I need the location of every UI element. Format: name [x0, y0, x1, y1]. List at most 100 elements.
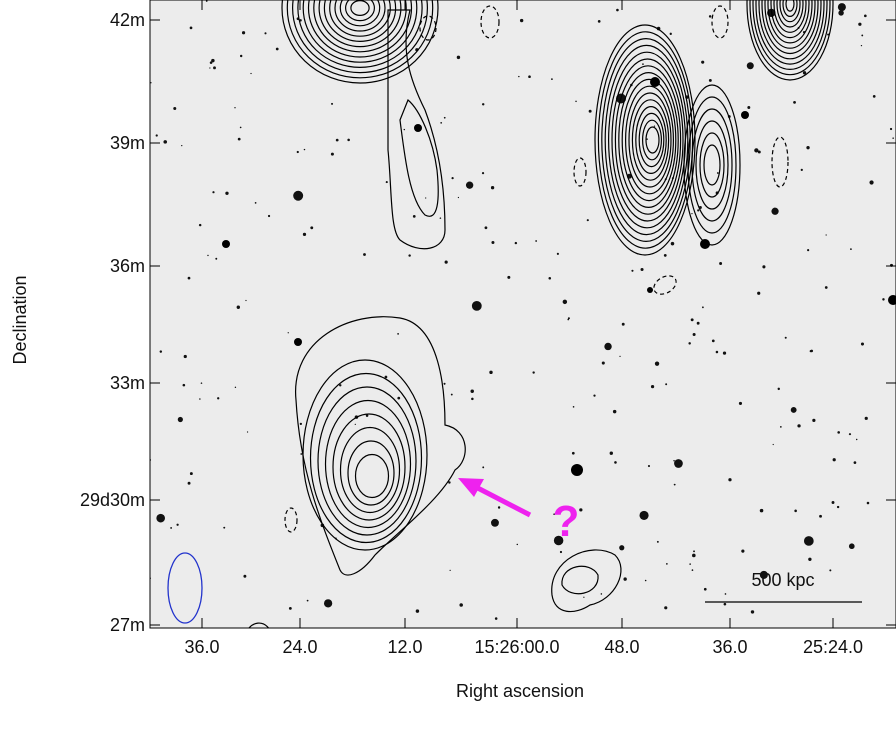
contour: [313, 0, 407, 53]
star: [759, 570, 768, 579]
star: [339, 384, 342, 387]
star: [722, 351, 727, 355]
arrow: [468, 481, 532, 518]
star: [408, 254, 411, 257]
star: [647, 464, 651, 468]
star: [199, 398, 201, 400]
star: [293, 190, 304, 201]
star: [691, 569, 694, 571]
contour: [621, 78, 677, 202]
x-tick-label: 12.0: [387, 637, 422, 657]
contour: [631, 99, 670, 181]
arrow-head: [458, 478, 484, 497]
star: [674, 459, 683, 468]
star: [481, 172, 485, 175]
contour: [764, 0, 816, 49]
contour: [332, 413, 406, 521]
star: [412, 215, 416, 218]
star: [790, 407, 797, 413]
star: [784, 336, 787, 339]
star: [639, 510, 649, 520]
star: [415, 609, 420, 613]
star: [217, 397, 220, 400]
contour: [248, 622, 270, 628]
star: [654, 361, 660, 366]
star: [572, 406, 575, 408]
star: [514, 241, 518, 245]
star: [222, 240, 230, 248]
star: [741, 111, 749, 119]
star: [213, 66, 216, 70]
contour: [614, 65, 682, 215]
star: [631, 269, 634, 272]
contour: [302, 0, 418, 63]
contour: [638, 112, 665, 168]
star: [490, 186, 495, 190]
contour: [339, 0, 381, 27]
star: [294, 338, 302, 346]
star: [553, 535, 564, 546]
star: [728, 478, 732, 482]
star: [619, 545, 625, 551]
contour: [329, 0, 391, 37]
star: [300, 453, 303, 455]
star: [450, 393, 453, 396]
contour: [611, 58, 684, 222]
star: [741, 549, 745, 553]
contour: [770, 0, 810, 39]
star: [644, 579, 647, 582]
star: [688, 342, 691, 345]
star: [347, 138, 350, 142]
star: [200, 382, 203, 384]
star: [777, 387, 780, 391]
star: [287, 332, 289, 334]
star: [384, 375, 388, 379]
star: [482, 466, 485, 469]
star: [494, 617, 498, 620]
star: [465, 181, 474, 189]
contour: [339, 426, 401, 514]
contour: [776, 0, 804, 28]
star: [892, 137, 894, 139]
star: [471, 397, 474, 401]
star: [491, 240, 495, 244]
star: [507, 275, 511, 279]
contour: [594, 24, 696, 256]
contour: [281, 0, 439, 84]
star: [363, 253, 366, 256]
star: [616, 8, 619, 12]
y-tick-label: 29d30m: [80, 490, 145, 510]
star: [860, 44, 863, 47]
star: [155, 134, 158, 137]
star: [571, 451, 575, 455]
star: [189, 472, 193, 476]
star: [250, 72, 252, 75]
star: [646, 138, 648, 140]
star: [365, 414, 369, 417]
y-tick-label: 42m: [110, 10, 145, 30]
x-tick-label: 24.0: [282, 637, 317, 657]
star: [516, 543, 519, 546]
star: [640, 267, 644, 272]
star: [738, 401, 743, 405]
star: [457, 196, 460, 199]
x-tick-label: 15:26:00.0: [474, 637, 559, 657]
star: [889, 127, 893, 131]
star: [708, 78, 712, 82]
star: [150, 82, 152, 84]
star: [664, 606, 668, 610]
contour: [761, 0, 819, 55]
star: [803, 536, 814, 546]
star: [246, 431, 249, 433]
star: [439, 217, 442, 219]
star: [198, 223, 202, 227]
star: [669, 32, 672, 36]
star: [793, 100, 796, 104]
star: [159, 350, 163, 353]
star: [528, 75, 531, 79]
star: [443, 382, 446, 385]
contour: [347, 440, 395, 506]
contour: [307, 0, 413, 58]
star: [693, 550, 695, 553]
